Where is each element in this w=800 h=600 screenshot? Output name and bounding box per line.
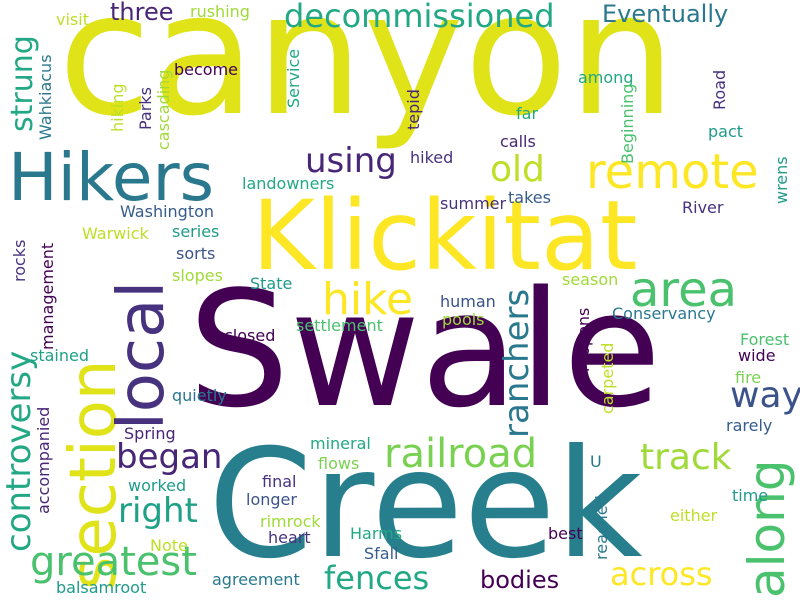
word-fire: fire (735, 368, 762, 387)
word-decommissioned: decommissioned (284, 0, 555, 35)
word-beginning: Beginning (618, 83, 637, 164)
word-began: began (116, 437, 223, 477)
word-across: across (610, 555, 713, 593)
word-time: time (732, 486, 769, 505)
word-series: series (172, 222, 220, 241)
word-hikers: Hikers (8, 139, 214, 216)
word-stained: stained (30, 346, 89, 365)
word-landowners: landowners (242, 174, 335, 193)
word-carpeted: carpeted (598, 342, 617, 414)
word-cascading: cascading (154, 69, 173, 150)
word-reached: reached (592, 495, 611, 560)
word-tepid: tepid (404, 89, 423, 130)
word-management: management (38, 242, 57, 350)
word-service: Service (284, 48, 303, 108)
word-best: best (548, 524, 583, 543)
word-ranchers: ranchers (497, 288, 537, 438)
word-far: far (516, 104, 539, 123)
word-closed: closed (224, 326, 276, 345)
word-fences: fences (324, 559, 430, 597)
word-among: among (578, 68, 634, 87)
word-eventually: Eventually (602, 0, 729, 28)
word-creek: Creek (208, 418, 643, 592)
word-warwick: Warwick (82, 224, 149, 243)
word-state: State (250, 274, 293, 293)
word-accompanied: accompanied (34, 406, 53, 514)
word-note: Note (150, 536, 188, 555)
word-old: old (490, 149, 545, 190)
word-way: way (730, 375, 800, 416)
word-hiked: hiked (410, 148, 454, 167)
word-conservancy: Conservancy (612, 304, 716, 323)
word-sfall: Sfall (364, 544, 399, 563)
word-wrens: wrens (772, 156, 791, 204)
word-rimrock: rimrock (260, 512, 321, 531)
word-rarely: rarely (726, 416, 773, 435)
word-mineral: mineral (310, 434, 371, 453)
word-bodies: bodies (480, 566, 560, 594)
word-greatest: greatest (30, 539, 197, 585)
word-river: River (682, 198, 724, 217)
word-longer: longer (246, 490, 297, 509)
word-railroad: railroad (384, 431, 538, 477)
word-human: human (440, 292, 496, 311)
word-season: season (562, 270, 619, 289)
word-track: track (640, 437, 732, 478)
word-summer: summer (440, 194, 507, 213)
word-heart: heart (268, 528, 311, 547)
word-wide: wide (738, 346, 776, 365)
word-three: three (110, 0, 174, 26)
word-become: become (174, 60, 239, 79)
word-reopens: reopens (574, 307, 593, 372)
word-area: area (630, 262, 738, 318)
word-rushing: rushing (190, 2, 250, 21)
word-final: final (262, 472, 297, 491)
word-remote: remote (586, 144, 759, 200)
word-pact: pact (708, 122, 744, 141)
word-visit: visit (56, 10, 89, 29)
word-slopes: slopes (172, 266, 223, 285)
word-road: Road (710, 69, 729, 110)
word-hiking: hiking (108, 83, 127, 132)
word-flows: flows (318, 454, 360, 473)
word-settlement: settlement (296, 316, 383, 335)
word-right: right (118, 491, 198, 531)
word-sorts: sorts (176, 244, 216, 263)
word-u: U (590, 452, 602, 471)
word-worked: worked (128, 476, 187, 495)
word-wahkiacus: Wahkiacus (36, 54, 55, 140)
word-hike: hike (322, 274, 414, 325)
word-forest: Forest (740, 330, 790, 349)
word-using: using (305, 141, 397, 181)
word-harms: Harms (350, 524, 403, 543)
word-controversy: controversy (0, 350, 39, 552)
word-local: local (105, 280, 179, 430)
word-strung: strung (5, 35, 40, 132)
word-rocks: rocks (10, 239, 29, 282)
word-swale: Swale (188, 256, 662, 443)
word-calls: calls (500, 132, 536, 151)
word-along: along (738, 459, 796, 598)
word-parks: Parks (136, 87, 155, 130)
word-agreement: agreement (212, 570, 300, 589)
word-either: either (670, 506, 718, 525)
word-spring: Spring (124, 424, 176, 443)
word-canyon: canyon (58, 0, 676, 154)
word-pools: pools (442, 310, 485, 329)
word-quietly: quietly (172, 386, 227, 405)
word-balsamroot: balsamroot (56, 578, 147, 597)
word-takes: takes (508, 188, 551, 207)
word-washington: Washington (120, 202, 215, 221)
word-klickitat: Klickitat (252, 180, 638, 292)
